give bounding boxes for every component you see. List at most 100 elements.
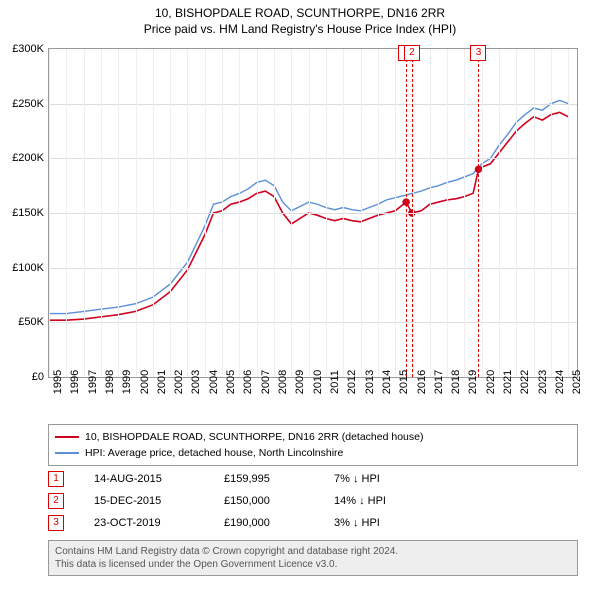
- x-tick-label: 2005: [225, 370, 237, 394]
- legend-swatch-hpi: [55, 452, 79, 454]
- event-row-2: 2 15-DEC-2015 £150,000 14% ↓ HPI: [48, 490, 578, 512]
- event-date-1: 14-AUG-2015: [94, 473, 224, 485]
- x-tick-label: 2007: [260, 370, 272, 394]
- y-tick-label: £100K: [4, 262, 44, 274]
- gridline-v: [170, 49, 171, 377]
- x-tick-label: 2012: [346, 370, 358, 394]
- x-tick-label: 2017: [433, 370, 445, 394]
- gridline-v: [118, 49, 119, 377]
- chart-container: 10, BISHOPDALE ROAD, SCUNTHORPE, DN16 2R…: [0, 0, 600, 590]
- x-tick-label: 2014: [381, 370, 393, 394]
- x-tick-label: 2019: [467, 370, 479, 394]
- gridline-v: [361, 49, 362, 377]
- legend-row-property: 10, BISHOPDALE ROAD, SCUNTHORPE, DN16 2R…: [55, 429, 571, 445]
- gridline-h: [49, 268, 577, 269]
- gridline-v: [274, 49, 275, 377]
- y-tick-label: £150K: [4, 207, 44, 219]
- x-tick-label: 2004: [208, 370, 220, 394]
- x-tick-label: 1997: [87, 370, 99, 394]
- y-tick-label: £0: [4, 371, 44, 383]
- events-table: 1 14-AUG-2015 £159,995 7% ↓ HPI 2 15-DEC…: [48, 468, 578, 534]
- gridline-h: [49, 158, 577, 159]
- gridline-v: [499, 49, 500, 377]
- x-tick-label: 2018: [450, 370, 462, 394]
- gridline-v: [101, 49, 102, 377]
- plot-area: 123: [48, 48, 578, 378]
- footnote: Contains HM Land Registry data © Crown c…: [48, 540, 578, 576]
- gridline-v: [568, 49, 569, 377]
- x-tick-label: 2009: [294, 370, 306, 394]
- x-tick-label: 2023: [537, 370, 549, 394]
- gridline-v: [343, 49, 344, 377]
- event-marker-1: 1: [48, 471, 64, 487]
- event-marker-2: 2: [48, 493, 64, 509]
- gridline-v: [534, 49, 535, 377]
- gridline-v: [326, 49, 327, 377]
- event-diff-2: 14% ↓ HPI: [334, 495, 454, 507]
- x-tick-label: 2022: [519, 370, 531, 394]
- y-tick-label: £50K: [4, 316, 44, 328]
- legend-label-property: 10, BISHOPDALE ROAD, SCUNTHORPE, DN16 2R…: [85, 431, 423, 443]
- footnote-line2: This data is licensed under the Open Gov…: [55, 558, 571, 571]
- x-tick-label: 2003: [190, 370, 202, 394]
- footnote-line1: Contains HM Land Registry data © Crown c…: [55, 545, 571, 558]
- x-tick-label: 2010: [312, 370, 324, 394]
- gridline-v: [309, 49, 310, 377]
- event-line-3: [478, 49, 479, 377]
- event-line-1: [406, 49, 407, 377]
- event-price-3: £190,000: [224, 517, 334, 529]
- event-row-1: 1 14-AUG-2015 £159,995 7% ↓ HPI: [48, 468, 578, 490]
- gridline-v: [395, 49, 396, 377]
- x-tick-label: 2015: [398, 370, 410, 394]
- title-subtitle: Price paid vs. HM Land Registry's House …: [0, 22, 600, 36]
- gridline-v: [430, 49, 431, 377]
- event-box-2: 2: [404, 45, 420, 61]
- gridline-v: [464, 49, 465, 377]
- event-marker-3: 3: [48, 515, 64, 531]
- legend: 10, BISHOPDALE ROAD, SCUNTHORPE, DN16 2R…: [48, 424, 578, 466]
- gridline-v: [84, 49, 85, 377]
- x-tick-label: 1999: [121, 370, 133, 394]
- x-tick-label: 2008: [277, 370, 289, 394]
- gridline-v: [239, 49, 240, 377]
- event-diff-1: 7% ↓ HPI: [334, 473, 454, 485]
- y-tick-label: £250K: [4, 98, 44, 110]
- x-tick-label: 1995: [52, 370, 64, 394]
- gridline-v: [187, 49, 188, 377]
- y-tick-label: £300K: [4, 43, 44, 55]
- x-tick-label: 1998: [104, 370, 116, 394]
- gridline-v: [482, 49, 483, 377]
- gridline-v: [291, 49, 292, 377]
- gridline-h: [49, 213, 577, 214]
- x-tick-label: 2025: [571, 370, 583, 394]
- gridline-v: [205, 49, 206, 377]
- legend-label-hpi: HPI: Average price, detached house, Nort…: [85, 447, 343, 459]
- event-date-2: 15-DEC-2015: [94, 495, 224, 507]
- x-tick-label: 1996: [69, 370, 81, 394]
- gridline-v: [136, 49, 137, 377]
- gridline-h: [49, 322, 577, 323]
- title-block: 10, BISHOPDALE ROAD, SCUNTHORPE, DN16 2R…: [0, 0, 600, 36]
- gridline-v: [447, 49, 448, 377]
- event-line-2: [412, 49, 413, 377]
- event-price-2: £150,000: [224, 495, 334, 507]
- event-price-1: £159,995: [224, 473, 334, 485]
- event-diff-3: 3% ↓ HPI: [334, 517, 454, 529]
- x-tick-label: 2021: [502, 370, 514, 394]
- event-date-3: 23-OCT-2019: [94, 517, 224, 529]
- gridline-v: [551, 49, 552, 377]
- x-tick-label: 2001: [156, 370, 168, 394]
- title-address: 10, BISHOPDALE ROAD, SCUNTHORPE, DN16 2R…: [0, 6, 600, 20]
- gridline-v: [49, 49, 50, 377]
- gridline-v: [378, 49, 379, 377]
- x-tick-label: 2016: [416, 370, 428, 394]
- gridline-v: [222, 49, 223, 377]
- x-tick-label: 2024: [554, 370, 566, 394]
- legend-row-hpi: HPI: Average price, detached house, Nort…: [55, 445, 571, 461]
- gridline-v: [66, 49, 67, 377]
- gridline-v: [153, 49, 154, 377]
- y-tick-label: £200K: [4, 152, 44, 164]
- gridline-h: [49, 104, 577, 105]
- event-box-3: 3: [470, 45, 486, 61]
- gridline-v: [257, 49, 258, 377]
